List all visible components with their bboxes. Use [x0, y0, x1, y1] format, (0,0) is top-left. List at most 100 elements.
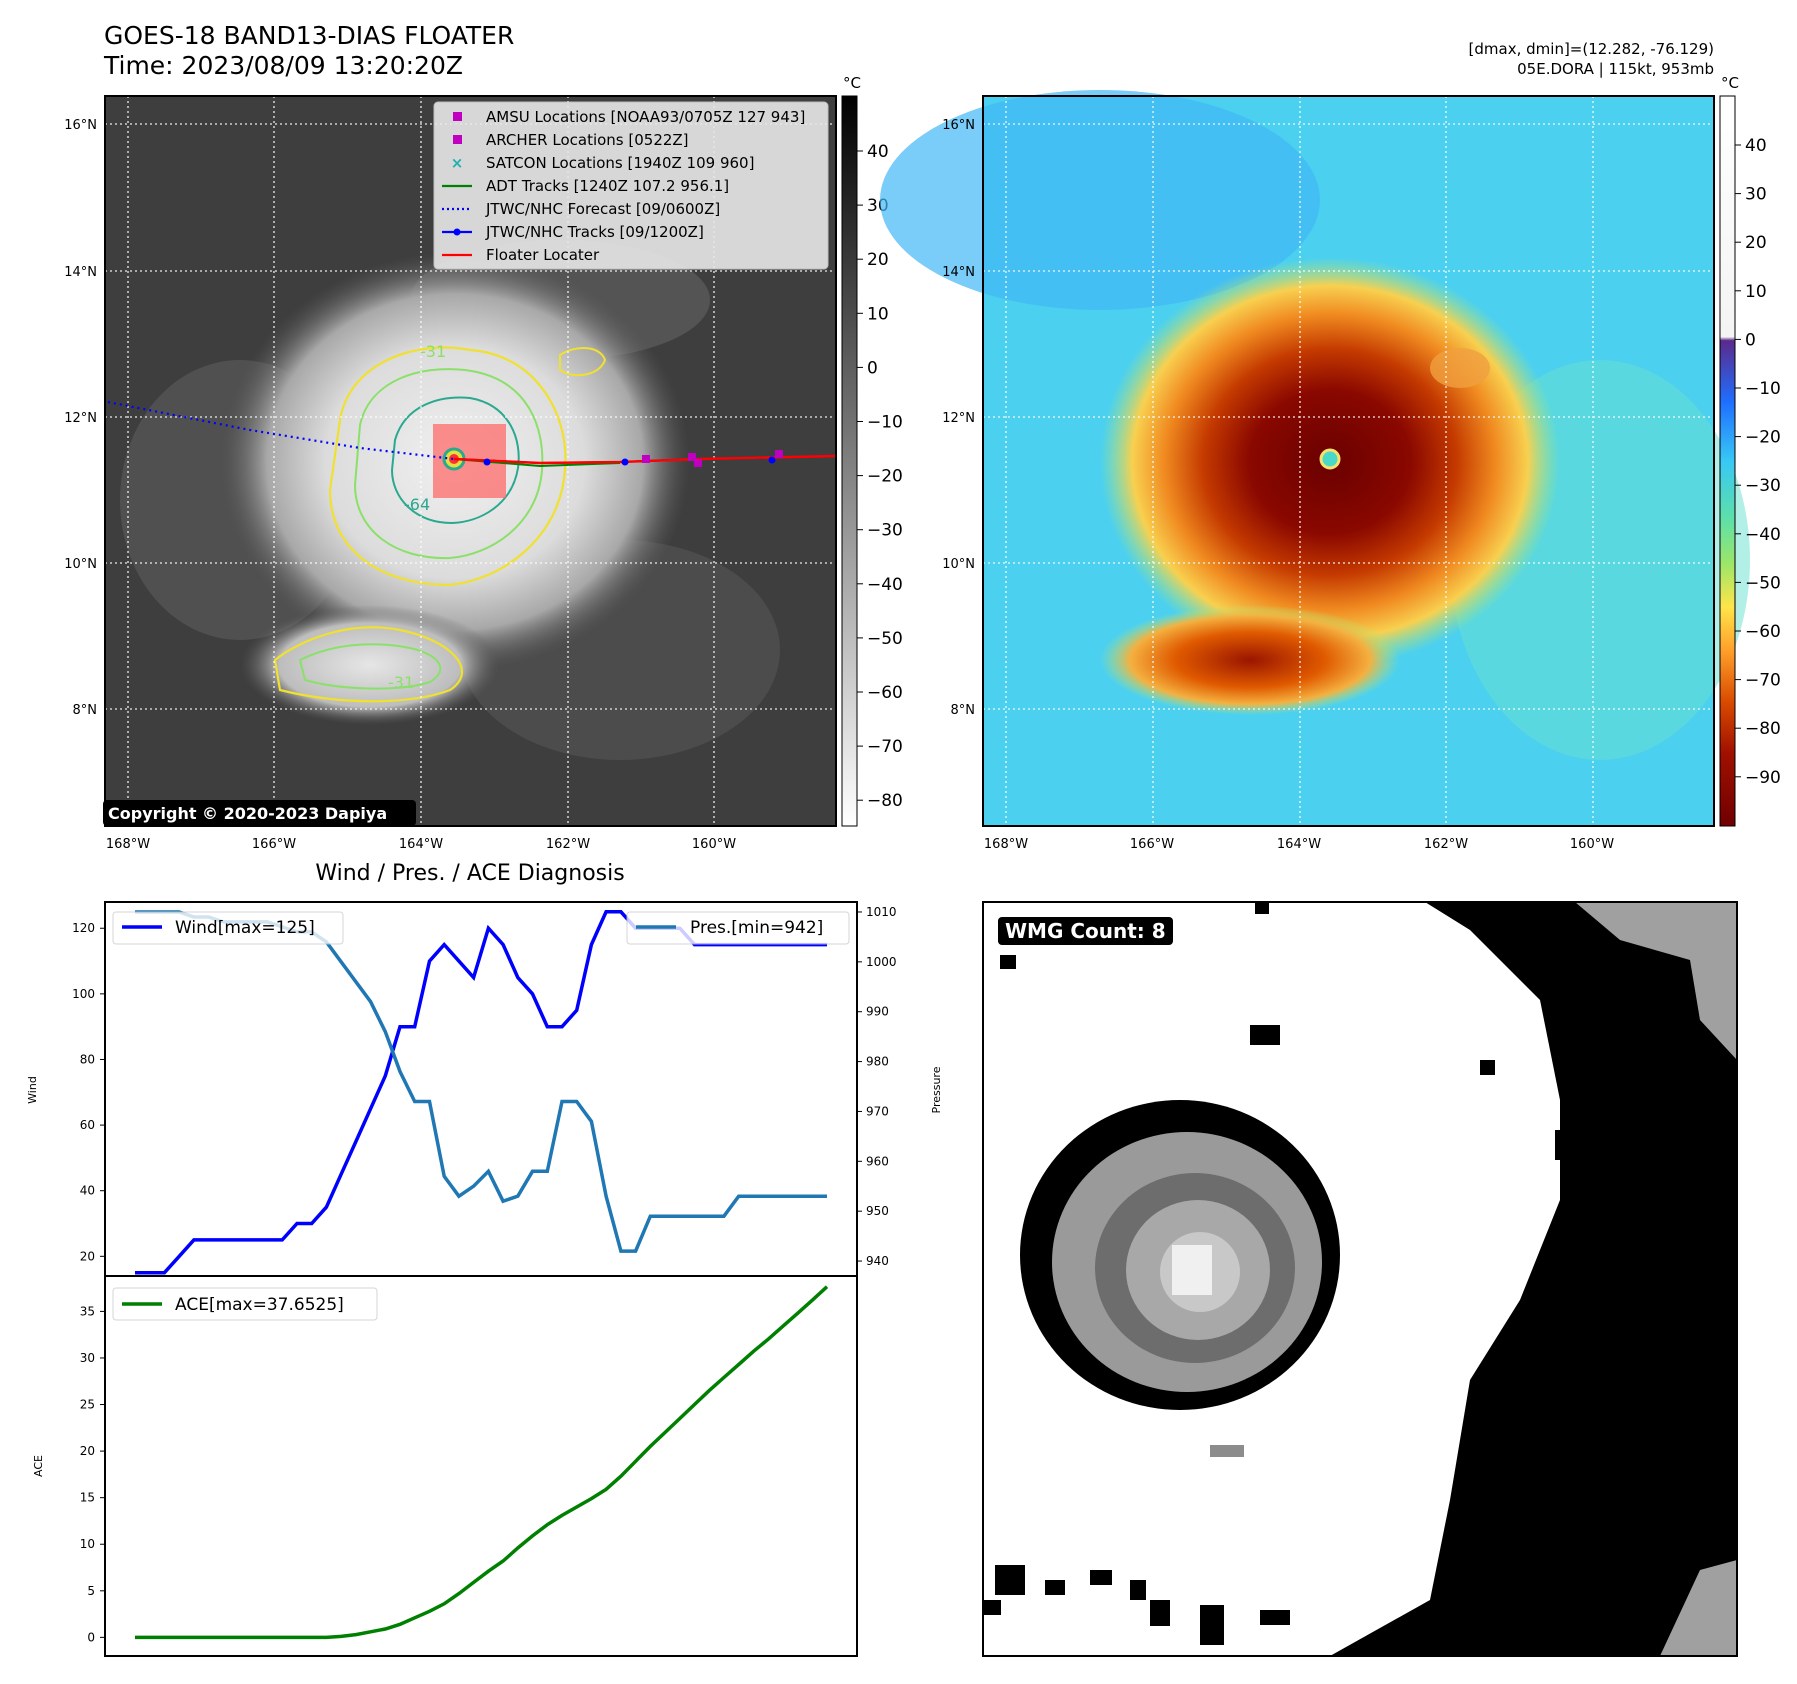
legend-label: JTWC/NHC Forecast [09/0600Z]	[485, 200, 720, 218]
colorbar-tick-label: −50	[1745, 573, 1781, 593]
legend-entry: AMSU Locations [NOAA93/0705Z 127 943]	[453, 108, 805, 126]
legend-entry: Floater Locater	[442, 246, 600, 264]
contour-label: -31	[420, 342, 446, 361]
colorbar-tick-label: −10	[1745, 379, 1781, 399]
colorbar-tick-label: −60	[1745, 622, 1781, 642]
lat-tick-label: 8°N	[951, 703, 976, 718]
pressure-tick-label: 1000	[866, 955, 897, 969]
colorbar-tick-label: −30	[1745, 476, 1781, 496]
colorbar-tick-label: 20	[867, 250, 889, 270]
ace-tick-label: 35	[80, 1304, 95, 1318]
legend-entry: × SATCON Locations [1940Z 109 960]	[451, 154, 755, 172]
lon-tick-label: 162°W	[546, 837, 590, 852]
ace-tick-label: 10	[80, 1537, 95, 1551]
pressure-tick-label: 980	[866, 1055, 889, 1069]
ace-tick-label: 5	[87, 1584, 95, 1598]
colorbar-color-unit: °C	[1721, 74, 1739, 92]
lon-tick-label: 164°W	[399, 837, 443, 852]
diagnosis-title: Wind / Pres. / ACE Diagnosis	[315, 861, 624, 886]
legend-entry: ADT Tracks [1240Z 107.2 956.1]	[442, 177, 729, 195]
wind-tick-label: 60	[80, 1118, 95, 1132]
colorbar-tick-label: −60	[867, 683, 903, 703]
colorbar-tick-label: −10	[867, 413, 903, 433]
wind-tick-label: 20	[80, 1249, 95, 1263]
legend-label: SATCON Locations [1940Z 109 960]	[486, 154, 754, 172]
colorbar-tick-label: −40	[867, 575, 903, 595]
legend-marker-square	[453, 112, 462, 121]
wind-tick-label: 120	[72, 921, 95, 935]
lat-tick-label: 10°N	[942, 557, 975, 572]
wind-pressure-chart: 20 40 60 80 100 120 940 950 960 970 980 990 1000 1010…	[26, 901, 943, 1277]
lon-tick-label: 168°W	[106, 837, 150, 852]
ace-series-line	[135, 1285, 829, 1640]
colorbar-tick-label: −20	[867, 467, 903, 487]
ir-color-panel	[880, 90, 1750, 827]
legend-label: ARCHER Locations [0522Z]	[486, 131, 689, 149]
ir-gray-panel: -31 -64 -31 Copyright © 2020-2023 Dapiya…	[103, 95, 837, 827]
colorbar-tick-label: −80	[867, 791, 903, 811]
wind-tick-label: 40	[80, 1184, 95, 1198]
colorbar-tick-label: −70	[1745, 671, 1781, 691]
pressure-axis-label: Pressure	[930, 1066, 943, 1113]
wind-series-line	[135, 910, 827, 1275]
lat-tick-label: 12°N	[942, 411, 975, 426]
pressure-tick-label: 970	[866, 1104, 889, 1118]
pressure-tick-label: 990	[866, 1005, 889, 1019]
colorbar-tick-label: 0	[1745, 330, 1756, 350]
contour-label: -64	[404, 495, 430, 514]
wind-tick-label: 80	[80, 1052, 95, 1066]
storm-info-label: 05E.DORA | 115kt, 953mb	[1517, 60, 1714, 78]
colorbar-gray-unit: °C	[843, 74, 861, 92]
colorbar-color: °C 40 30 20 10 0 −10 −20 −30 −40 −50 −60 −70 −80 −90	[1719, 74, 1781, 827]
ace-tick-label: 30	[80, 1351, 95, 1365]
lon-tick-label: 168°W	[984, 837, 1028, 852]
wind-legend-label: Wind[max=125]	[175, 918, 315, 938]
lon-tick-label: 162°W	[1424, 837, 1468, 852]
ace-tick-label: 0	[87, 1630, 95, 1644]
wind-tick-label: 100	[72, 987, 95, 1001]
figure-time: Time: 2023/08/09 13:20:20Z	[103, 51, 463, 80]
lat-tick-label: 8°N	[73, 703, 98, 718]
lat-tick-label: 16°N	[64, 118, 97, 133]
colorbar-tick-label: 10	[1745, 282, 1767, 302]
legend-marker-square	[453, 135, 462, 144]
ace-axis-label: ACE	[32, 1455, 45, 1477]
legend-marker-x: ×	[451, 154, 464, 172]
legend-label: JTWC/NHC Tracks [09/1200Z]	[485, 223, 704, 241]
colorbar-tick-label: −80	[1745, 719, 1781, 739]
lat-tick-label: 14°N	[64, 265, 97, 280]
legend-label: ADT Tracks [1240Z 107.2 956.1]	[486, 177, 729, 195]
wind-axis-label: Wind	[26, 1076, 39, 1104]
colorbar-tick-label: −30	[867, 521, 903, 541]
legend-label: Floater Locater	[486, 246, 600, 264]
colorbar-tick-label: −90	[1745, 768, 1781, 788]
colorbar-tick-label: 40	[867, 142, 889, 162]
ace-tick-label: 20	[80, 1444, 95, 1458]
colorbar-tick-label: −50	[867, 629, 903, 649]
pressure-tick-label: 960	[866, 1154, 889, 1168]
pressure-tick-label: 940	[866, 1254, 889, 1268]
pressure-legend-label: Pres.[min=942]	[690, 918, 823, 938]
legend-entry: ARCHER Locations [0522Z]	[453, 131, 689, 149]
ace-tick-label: 15	[80, 1491, 95, 1505]
lat-tick-label: 12°N	[64, 411, 97, 426]
copyright-label: Copyright © 2020-2023 Dapiya	[108, 804, 387, 823]
lon-tick-label: 160°W	[692, 837, 736, 852]
lat-tick-label: 16°N	[942, 118, 975, 133]
wmg-panel	[982, 901, 1738, 1657]
colorbar-tick-label: 0	[867, 358, 878, 378]
colorbar-tick-label: −20	[1745, 428, 1781, 448]
colorbar-tick-label: 20	[1745, 233, 1767, 253]
lon-tick-label: 166°W	[1130, 837, 1174, 852]
colorbar-tick-label: 10	[867, 304, 889, 324]
ace-tick-label: 25	[80, 1398, 95, 1412]
colorbar-tick-label: −70	[867, 737, 903, 757]
wmg-count-badge: WMG Count: 8	[998, 917, 1173, 945]
lat-tick-label: 14°N	[942, 265, 975, 280]
legend-entry: JTWC/NHC Forecast [09/0600Z]	[442, 200, 720, 218]
lon-tick-label: 164°W	[1277, 837, 1321, 852]
legend-entry: JTWC/NHC Tracks [09/1200Z]	[442, 223, 704, 241]
legend-label: AMSU Locations [NOAA93/0705Z 127 943]	[486, 108, 805, 126]
pressure-tick-label: 950	[866, 1204, 889, 1218]
